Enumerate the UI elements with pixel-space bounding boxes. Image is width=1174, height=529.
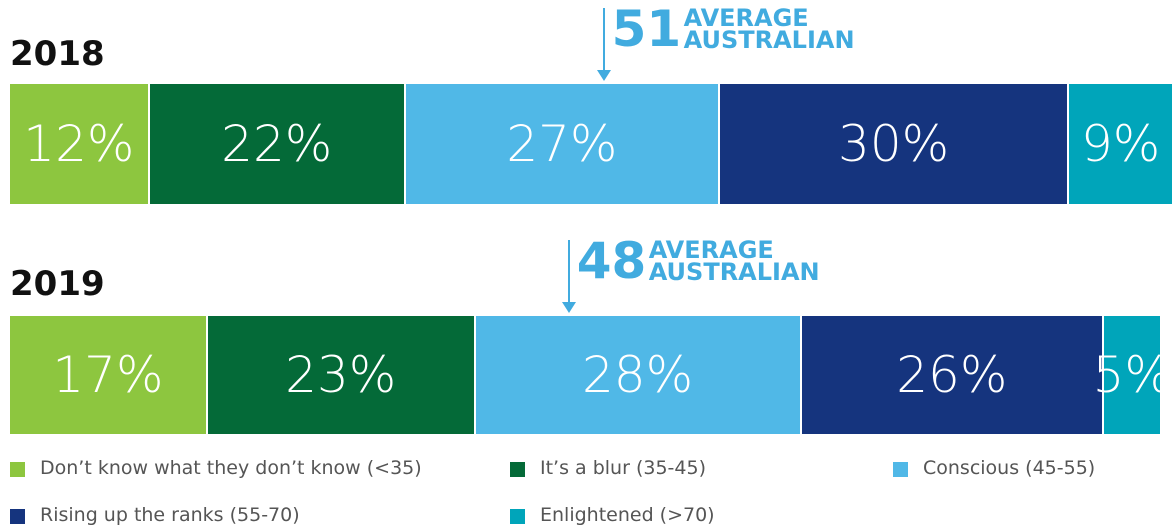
legend-label: It’s a blur (35-45) — [540, 457, 706, 479]
category-label: 2018 — [10, 34, 105, 74]
bar-segment: 9% — [1069, 84, 1174, 204]
legend-label: Don’t know what they don’t know (<35) — [40, 457, 422, 479]
bar-segment: 22% — [149, 84, 406, 204]
legend-swatch — [10, 462, 25, 477]
value-label: 9% — [1080, 115, 1161, 173]
legend-swatch — [510, 509, 525, 524]
annotation-arrow — [561, 302, 576, 313]
value-label: 22% — [221, 115, 333, 173]
bar-segment: 30% — [720, 84, 1070, 204]
annotation-label: AVERAGE AUSTRALIAN — [683, 4, 855, 54]
value-label: 5% — [1092, 346, 1172, 404]
value-label: 17% — [52, 346, 164, 404]
value-label: 12% — [23, 115, 135, 173]
bar-segment: 27% — [405, 84, 721, 204]
value-label: 28% — [581, 346, 694, 404]
bar-segment: 26% — [801, 316, 1105, 434]
annotation-label: AVERAGE AUSTRALIAN — [648, 236, 820, 286]
legend-swatch — [510, 462, 525, 477]
bar-segment: 5% — [1093, 316, 1172, 434]
value-label: 23% — [285, 346, 397, 404]
legend-label: Enlightened (>70) — [540, 504, 715, 526]
value-label: 30% — [838, 115, 950, 173]
legend-swatch — [10, 509, 25, 524]
bar-segment: 12% — [10, 84, 150, 204]
annotation-arrow — [596, 70, 611, 81]
value-label: 26% — [896, 346, 1008, 404]
bar-segment: 17% — [10, 316, 208, 434]
category-label: 2019 — [10, 264, 105, 304]
annotation-line — [567, 240, 570, 304]
bar-segment: 28% — [475, 316, 802, 434]
annotation-value: 51 — [611, 0, 682, 58]
annotation-line — [602, 8, 605, 72]
legend-swatch — [893, 462, 908, 477]
value-label: 27% — [506, 115, 618, 173]
legend-label: Rising up the ranks (55-70) — [40, 504, 300, 526]
bar-segment: 23% — [207, 316, 476, 434]
annotation-value: 48 — [576, 232, 647, 290]
legend-label: Conscious (45-55) — [923, 457, 1096, 479]
